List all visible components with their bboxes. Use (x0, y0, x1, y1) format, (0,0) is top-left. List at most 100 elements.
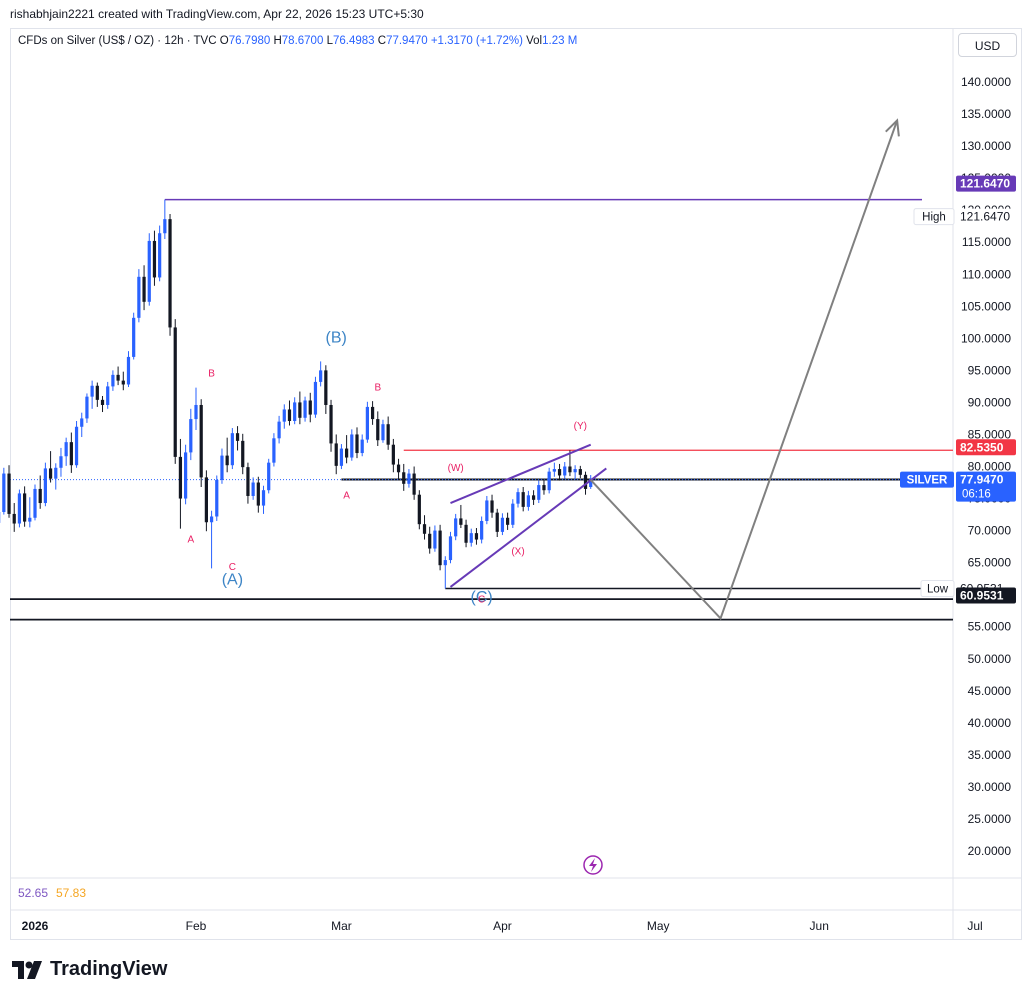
candle-body[interactable] (495, 512, 499, 532)
candle-body[interactable] (303, 400, 307, 418)
candle-body[interactable] (365, 406, 369, 440)
candle-body[interactable] (272, 438, 276, 463)
candle-body[interactable] (443, 560, 447, 566)
candle-body[interactable] (106, 386, 110, 405)
candle-body[interactable] (225, 455, 229, 466)
candle-body[interactable] (7, 473, 11, 514)
candle-body[interactable] (215, 479, 219, 517)
candle-body[interactable] (298, 402, 302, 418)
candle-body[interactable] (313, 381, 318, 415)
candle-body[interactable] (59, 456, 63, 468)
candle-body[interactable] (506, 517, 510, 525)
candle-body[interactable] (74, 426, 79, 466)
candle-body[interactable] (511, 503, 515, 525)
candle-body[interactable] (350, 434, 354, 458)
candle-body[interactable] (28, 517, 32, 522)
candle-body[interactable] (583, 474, 588, 489)
candle-body[interactable] (422, 524, 427, 534)
candle-body[interactable] (43, 468, 47, 504)
candle-body[interactable] (402, 472, 406, 484)
candle-body[interactable] (448, 536, 453, 561)
candle-body[interactable] (355, 434, 359, 454)
wave-label[interactable]: (C) (471, 589, 493, 606)
candle-body[interactable] (474, 533, 479, 540)
wave-label[interactable]: A (343, 491, 350, 502)
candle-body[interactable] (573, 469, 577, 473)
candle-body[interactable] (54, 467, 58, 479)
wave-label[interactable]: B (374, 382, 381, 393)
candle-body[interactable] (142, 276, 146, 302)
candle-body[interactable] (490, 500, 494, 513)
candle-body[interactable] (428, 533, 432, 549)
candle-body[interactable] (516, 492, 520, 504)
candle-body[interactable] (163, 219, 167, 234)
wave-label[interactable]: (Y) (574, 421, 587, 432)
candle-body[interactable] (23, 493, 27, 522)
candle-body[interactable] (277, 421, 281, 439)
candle-body[interactable] (552, 469, 556, 472)
candle-body[interactable] (267, 462, 271, 491)
candle-body[interactable] (152, 240, 157, 278)
candle-body[interactable] (370, 406, 375, 420)
candle-body[interactable] (235, 433, 240, 441)
candle-body[interactable] (339, 448, 344, 466)
candle-body[interactable] (116, 374, 120, 381)
candle-body[interactable] (230, 433, 234, 466)
candle-body[interactable] (438, 530, 442, 566)
candle-body[interactable] (464, 524, 468, 543)
candle-body[interactable] (329, 404, 333, 444)
candle-body[interactable] (412, 473, 416, 495)
candle-body[interactable] (589, 479, 593, 488)
candle-body[interactable] (433, 530, 437, 549)
candle-body[interactable] (324, 370, 328, 405)
candle-body[interactable] (485, 500, 489, 521)
candle-body[interactable] (391, 444, 395, 465)
candle-body[interactable] (121, 380, 125, 385)
candle-body[interactable] (480, 520, 484, 540)
candle-body[interactable] (287, 409, 292, 422)
wave-label[interactable]: B (208, 368, 215, 379)
candle-body[interactable] (293, 402, 297, 422)
wave-label[interactable]: A (187, 534, 194, 545)
candle-body[interactable] (542, 485, 546, 491)
candle-body[interactable] (557, 469, 562, 476)
candle-body[interactable] (282, 409, 286, 422)
candle-body[interactable] (95, 385, 99, 400)
candle-body[interactable] (256, 482, 260, 506)
projection-path[interactable] (589, 120, 899, 621)
candle-body[interactable] (469, 533, 473, 543)
candle-body[interactable] (521, 492, 525, 507)
candle-body[interactable] (111, 374, 115, 387)
candle-body[interactable] (38, 488, 42, 504)
candle-body[interactable] (386, 424, 390, 445)
wave-label[interactable]: C (478, 595, 485, 606)
candle-body[interactable] (459, 518, 463, 525)
wedge-trend-line[interactable] (450, 443, 592, 504)
candle-body[interactable] (204, 477, 208, 523)
candle-body[interactable] (69, 442, 73, 466)
candle-body[interactable] (376, 419, 380, 441)
candle-body[interactable] (381, 424, 385, 441)
candle-body[interactable] (126, 356, 131, 385)
candle-body[interactable] (80, 418, 84, 427)
candle-body[interactable] (184, 452, 188, 499)
candle-body[interactable] (147, 240, 151, 302)
wave-label[interactable]: (X) (511, 546, 524, 557)
candle-body[interactable] (261, 490, 266, 506)
candle-body[interactable] (308, 400, 312, 415)
candle-body[interactable] (319, 370, 323, 382)
candle-body[interactable] (33, 488, 37, 518)
candle-body[interactable] (241, 440, 245, 468)
symbol-bar[interactable]: CFDs on Silver (US$ / OZ) · 12h · TVC O7… (18, 35, 577, 47)
symbol-name[interactable]: CFDs on Silver (US$ / OZ) · 12h · TVC (18, 35, 217, 47)
candle-body[interactable] (199, 404, 203, 478)
wave-label[interactable]: C (229, 562, 236, 573)
wave-label[interactable]: (W) (448, 463, 464, 474)
wave-label[interactable]: (B) (326, 329, 347, 346)
candle-body[interactable] (90, 385, 94, 397)
candle-body[interactable] (2, 473, 6, 512)
candle-body[interactable] (189, 419, 193, 453)
candle-body[interactable] (251, 482, 255, 496)
candle-body[interactable] (173, 327, 177, 457)
